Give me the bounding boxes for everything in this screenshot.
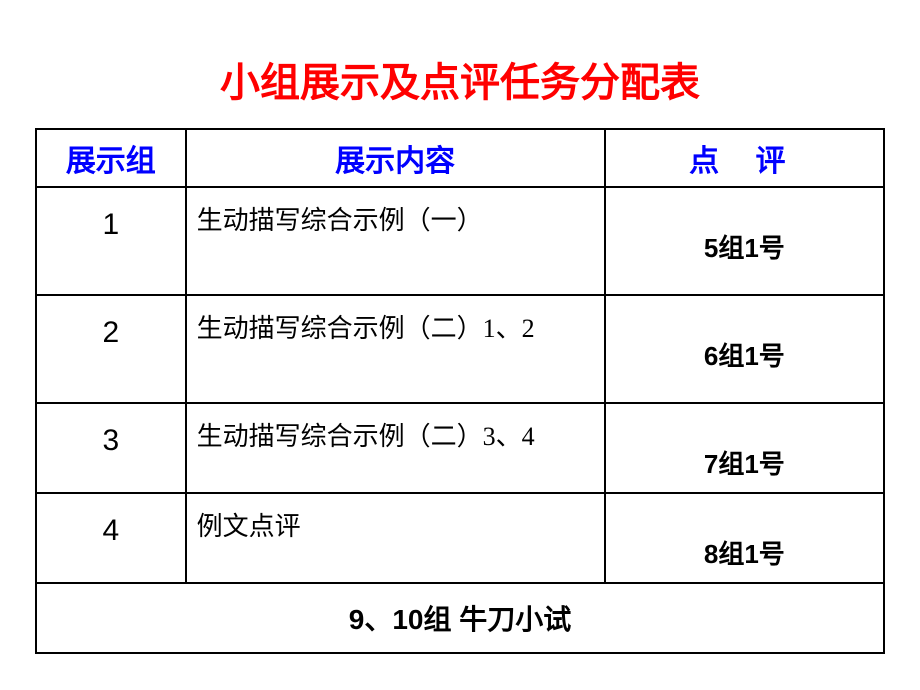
page-title: 小组展示及点评任务分配表 bbox=[35, 50, 885, 108]
review-text: 7组1号 bbox=[605, 403, 884, 493]
content-text: 生动描写综合示例（一） bbox=[186, 187, 605, 295]
group-number: 1 bbox=[36, 187, 186, 295]
header-group: 展示组 bbox=[36, 129, 186, 187]
header-review: 点 评 bbox=[605, 129, 884, 187]
table-row: 1 生动描写综合示例（一） 5组1号 bbox=[36, 187, 884, 295]
table-footer-row: 9、10组 牛刀小试 bbox=[36, 583, 884, 653]
task-table: 展示组 展示内容 点 评 1 生动描写综合示例（一） 5组1号 2 生动描写综合… bbox=[35, 128, 885, 654]
table-header-row: 展示组 展示内容 点 评 bbox=[36, 129, 884, 187]
footer-text: 9、10组 牛刀小试 bbox=[36, 583, 884, 653]
content-text: 例文点评 bbox=[186, 493, 605, 583]
header-content: 展示内容 bbox=[186, 129, 605, 187]
group-number: 2 bbox=[36, 295, 186, 403]
review-text: 5组1号 bbox=[605, 187, 884, 295]
table-row: 3 生动描写综合示例（二）3、4 7组1号 bbox=[36, 403, 884, 493]
content-text: 生动描写综合示例（二）1、2 bbox=[186, 295, 605, 403]
review-text: 6组1号 bbox=[605, 295, 884, 403]
group-number: 4 bbox=[36, 493, 186, 583]
table-row: 2 生动描写综合示例（二）1、2 6组1号 bbox=[36, 295, 884, 403]
review-text: 8组1号 bbox=[605, 493, 884, 583]
content-text: 生动描写综合示例（二）3、4 bbox=[186, 403, 605, 493]
table-row: 4 例文点评 8组1号 bbox=[36, 493, 884, 583]
group-number: 3 bbox=[36, 403, 186, 493]
